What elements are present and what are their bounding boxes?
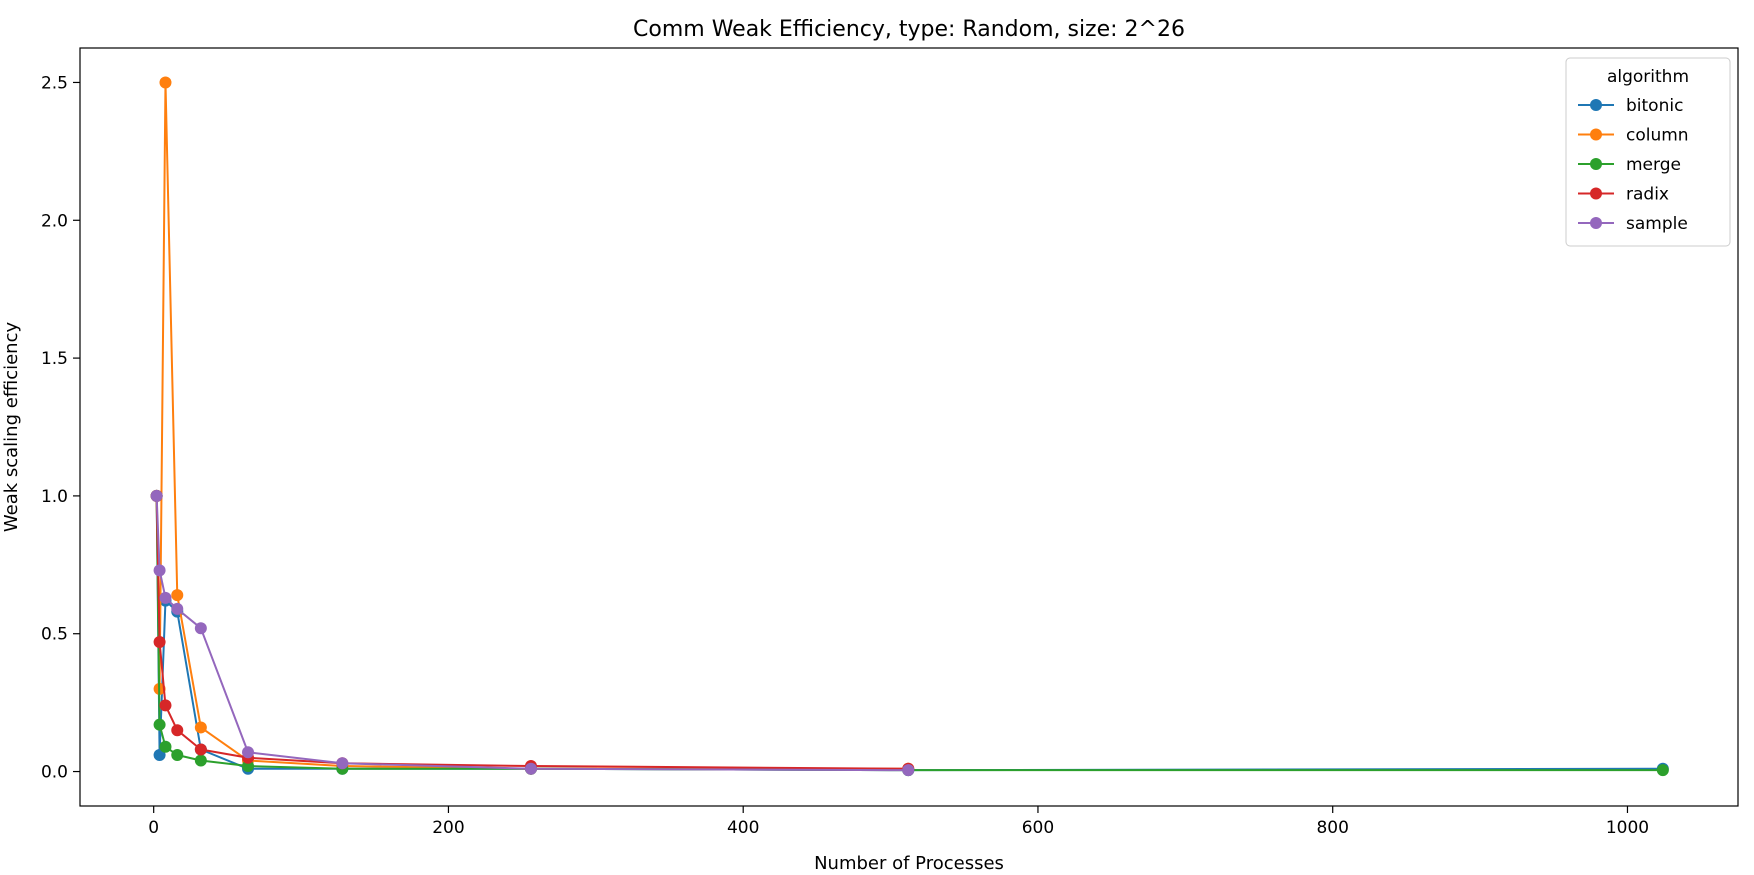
x-tick-label: 0	[148, 818, 159, 838]
legend-marker	[1590, 158, 1602, 170]
legend-marker	[1590, 217, 1602, 229]
data-point-column	[159, 76, 172, 89]
data-point-radix	[159, 699, 172, 712]
y-tick-label: 1.5	[41, 349, 68, 369]
x-tick-label: 600	[1022, 818, 1054, 838]
legend-item-bitonic: bitonic	[1578, 96, 1683, 116]
series-sample	[150, 489, 915, 777]
data-point-merge	[153, 718, 166, 731]
data-point-radix	[171, 724, 184, 737]
data-point-radix	[194, 743, 207, 756]
legend-label: radix	[1626, 185, 1669, 205]
plot-area	[79, 47, 1739, 807]
series-layer	[150, 76, 1669, 777]
y-tick-label: 0.5	[41, 625, 68, 645]
legend: algorithm bitonic column merge radix sample	[1565, 57, 1731, 247]
legend-label: bitonic	[1626, 96, 1683, 116]
x-tick-label: 1000	[1606, 818, 1649, 838]
legend-title: algorithm	[1607, 67, 1689, 87]
data-point-sample	[159, 591, 172, 604]
data-point-column	[194, 721, 207, 734]
data-point-sample	[150, 489, 163, 502]
legend-marker	[1590, 187, 1602, 200]
plot-frame	[79, 47, 1739, 807]
data-point-sample	[171, 602, 184, 615]
data-point-merge	[159, 740, 172, 753]
y-tick-label: 2.0	[41, 211, 68, 231]
x-tick-label: 200	[432, 818, 464, 838]
data-point-radix	[153, 635, 166, 648]
data-point-sample	[242, 746, 255, 759]
x-axis-label: Number of Processes	[814, 853, 1004, 874]
data-point-sample	[902, 764, 915, 777]
legend-label: merge	[1626, 155, 1681, 175]
data-point-merge	[194, 754, 207, 767]
data-point-bitonic	[153, 749, 166, 762]
data-point-sample	[194, 622, 207, 635]
data-point-sample	[336, 757, 349, 770]
y-axis-label: Weak scaling efficiency	[1, 322, 22, 533]
x-tick-label: 800	[1316, 818, 1348, 838]
y-tick-label: 1.0	[41, 487, 68, 507]
y-tick-label: 2.5	[41, 73, 68, 93]
axes-layer: 0 200 400 600 800 1000 0.0 0.5 1.0 1.5 2.0 2.5	[41, 73, 1649, 838]
data-point-merge	[1656, 764, 1669, 777]
data-point-sample	[524, 762, 537, 775]
x-tick-label: 400	[727, 818, 759, 838]
legend-item-sample: sample	[1578, 214, 1688, 234]
y-tick-label: 0.0	[41, 763, 68, 783]
legend-marker	[1590, 128, 1602, 141]
data-point-sample	[153, 564, 166, 577]
legend-label: column	[1626, 126, 1689, 146]
legend-item-column: column	[1578, 126, 1689, 146]
data-point-merge	[171, 749, 184, 762]
legend-item-merge: merge	[1578, 155, 1681, 175]
legend-label: sample	[1626, 214, 1688, 234]
data-point-merge	[242, 760, 255, 773]
data-point-column	[171, 589, 184, 602]
legend-marker	[1590, 99, 1602, 111]
legend-item-radix: radix	[1578, 185, 1669, 205]
chart-title: Comm Weak Efficiency, type: Random, size…	[633, 17, 1185, 42]
